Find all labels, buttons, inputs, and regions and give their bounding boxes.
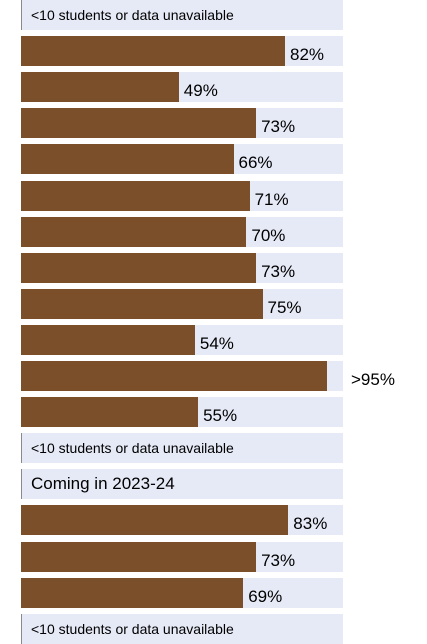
bar-track	[21, 613, 343, 644]
bar-track	[21, 433, 343, 464]
bar-track	[21, 0, 343, 30]
bar	[21, 577, 244, 608]
row-divider	[21, 613, 22, 644]
row-note: <10 students or data unavailable	[31, 440, 234, 457]
bar-value-label: 55%	[203, 406, 238, 426]
bar-value-label: 73%	[261, 550, 296, 570]
row-divider	[21, 433, 22, 464]
bar-track	[21, 469, 343, 500]
bar	[21, 288, 263, 319]
bar	[21, 397, 199, 428]
bar-value-label: 75%	[267, 297, 302, 317]
bar	[21, 144, 234, 175]
bar	[21, 72, 179, 103]
bar-value-label: 49%	[183, 81, 218, 101]
row-note: Coming in 2023-24	[31, 474, 175, 494]
bar	[21, 361, 327, 391]
bar-value-label: 66%	[238, 153, 273, 173]
row-note: <10 students or data unavailable	[31, 620, 234, 637]
bar-value-label: 69%	[248, 586, 283, 606]
row-divider	[21, 469, 22, 500]
bar-value-label: 71%	[254, 189, 289, 209]
bar	[21, 36, 285, 67]
bar	[21, 216, 247, 247]
bar-value-label: 82%	[290, 45, 325, 65]
bar-value-label: 70%	[251, 225, 286, 245]
bar	[21, 108, 257, 139]
bar	[21, 324, 195, 355]
bar	[21, 180, 250, 211]
bar-value-label: 83%	[293, 514, 328, 534]
bar	[21, 252, 257, 283]
bar-value-label: 54%	[199, 333, 234, 353]
bar-value-label: 73%	[261, 117, 296, 137]
bar	[21, 541, 257, 572]
bar-value-label: 73%	[261, 261, 296, 281]
bar-value-label: >95%	[351, 370, 395, 389]
bar	[21, 505, 289, 536]
row-note: <10 students or data unavailable	[31, 7, 234, 23]
row-divider	[21, 0, 22, 30]
